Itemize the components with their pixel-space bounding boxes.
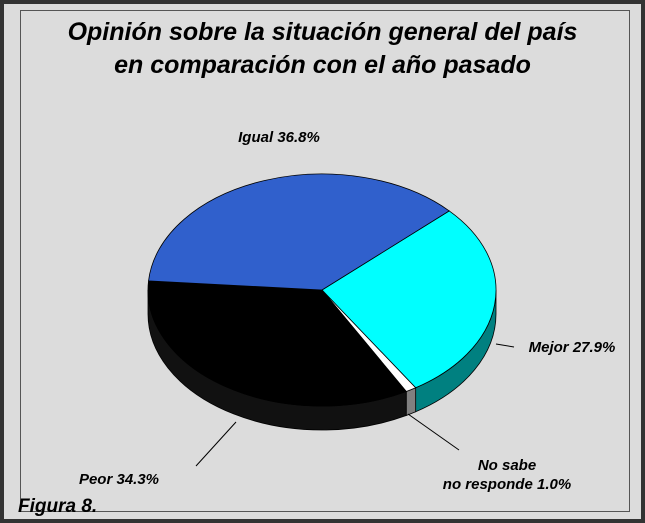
chart-title: Opinión sobre la situación general del p…: [67, 18, 578, 79]
value-label: 36.8%: [277, 129, 320, 146]
slice: [148, 173, 450, 291]
value-label: 27.9%: [572, 339, 616, 356]
pie-area: [147, 173, 515, 467]
caption: Figura 8.: [18, 496, 98, 517]
slice-label: Mejor 27.9%: [512, 338, 632, 357]
slice-label: No sabe no responde 1.0%: [422, 456, 592, 494]
value-label: 34.3%: [116, 471, 160, 488]
leader-line: [495, 343, 515, 348]
leader-line: [195, 421, 237, 467]
value-label: 1.0%: [536, 476, 572, 493]
slice: [147, 280, 407, 407]
slice-label: Igual 36.8%: [204, 128, 354, 147]
category-label: Peor: [78, 471, 113, 488]
slice: [321, 210, 497, 389]
plot-frame: [20, 10, 630, 512]
category-label: No sabe no responde: [442, 457, 537, 493]
slice-side: [405, 387, 417, 417]
slice-label: Peor 34.3%: [34, 470, 204, 489]
category-label: Mejor: [528, 339, 569, 356]
category-label: Igual: [238, 129, 274, 146]
leader-line: [407, 413, 460, 451]
